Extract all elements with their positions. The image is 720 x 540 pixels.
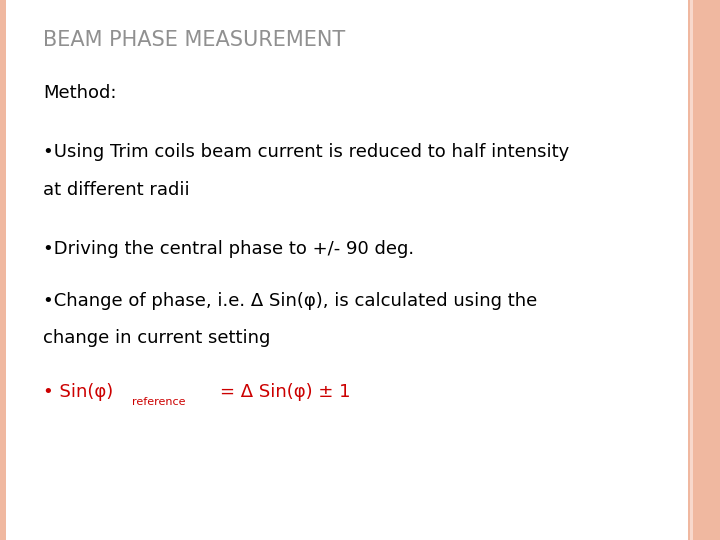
Text: at different radii: at different radii [43, 181, 190, 199]
Text: Method:: Method: [43, 84, 117, 102]
Text: change in current setting: change in current setting [43, 329, 271, 347]
Text: = Δ Sin(φ) ± 1: = Δ Sin(φ) ± 1 [220, 383, 350, 401]
Text: reference: reference [132, 397, 185, 407]
Text: BEAM PHASE MEASUREMENT: BEAM PHASE MEASUREMENT [43, 30, 346, 50]
Text: •Using Trim coils beam current is reduced to half intensity: •Using Trim coils beam current is reduce… [43, 143, 570, 161]
Text: •Driving the central phase to +/- 90 deg.: •Driving the central phase to +/- 90 deg… [43, 240, 414, 258]
Text: • Sin(φ): • Sin(φ) [43, 383, 114, 401]
Text: •Change of phase, i.e. Δ Sin(φ), is calculated using the: •Change of phase, i.e. Δ Sin(φ), is calc… [43, 292, 537, 309]
